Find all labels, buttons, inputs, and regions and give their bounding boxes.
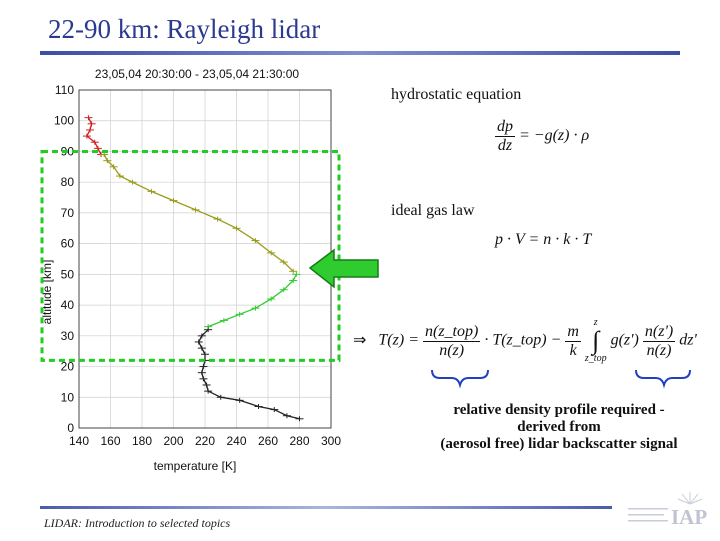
dp-dz-fraction: dp dz — [495, 118, 515, 155]
density-ratio-num: n(z_top) — [422, 322, 481, 342]
y-tick-label: 50 — [61, 267, 75, 281]
footer-text: LIDAR: Introduction to selected topics — [44, 516, 231, 530]
slide-title: 22-90 km: Rayleigh lidar — [48, 14, 321, 44]
m-over-k-fraction: m k — [565, 323, 581, 360]
brace-icon-left — [431, 369, 489, 389]
x-tick-label: 260 — [258, 434, 278, 448]
iap-logo: IAP — [624, 490, 714, 536]
integral-lower-limit: z_top — [584, 353, 607, 364]
y-tick-label: 0 — [67, 421, 74, 435]
m-num: m — [565, 322, 581, 342]
integrand-num: n(z') — [642, 322, 676, 342]
series-line-2 — [207, 274, 297, 328]
brace-icon-right — [635, 369, 691, 389]
x-axis-label: temperature [K] — [154, 459, 237, 473]
y-tick-label: 20 — [61, 360, 75, 374]
title-divider — [40, 51, 680, 55]
x-tick-label: 140 — [69, 434, 89, 448]
hydro-numerator: dp — [495, 118, 515, 137]
hydro-rhs: = −g(z) · ρ — [519, 127, 590, 145]
series-line-1 — [103, 154, 294, 272]
footer-divider — [40, 506, 612, 509]
temperature-equation: ⇒ T(z) = n(z_top) n(z) · T(z_top) − m k … — [353, 318, 697, 364]
y-tick-label: 30 — [61, 329, 75, 343]
x-tick-label: 240 — [226, 434, 246, 448]
conclusion-line-2: derived from — [517, 419, 601, 435]
conclusion-text: relative density profile required - deri… — [400, 402, 718, 453]
implies-symbol: ⇒ — [353, 331, 367, 349]
pointer-arrow-icon — [308, 248, 379, 289]
y-tick-label: 40 — [61, 298, 75, 312]
k-den: k — [569, 341, 577, 359]
t-lhs: T(z) = — [378, 331, 419, 349]
y-tick-label: 110 — [55, 83, 74, 97]
density-ratio-den: n(z) — [439, 341, 465, 359]
chart-title: 23,05,04 20:30:00 - 23,05,04 21:30:00 — [95, 67, 300, 81]
x-tick-label: 300 — [321, 434, 341, 448]
temperature-profile-chart: 23,05,04 20:30:00 - 23,05,04 21:30:00 14… — [40, 62, 342, 481]
integrand-density-fraction: n(z') n(z) — [642, 322, 676, 360]
t-g: g(z') — [610, 331, 639, 349]
ideal-gas-equation: p · V = n · k · T — [495, 231, 592, 248]
logo-text: IAP — [671, 505, 707, 529]
conclusion-line-3: (aerosol free) lidar backscatter signal — [440, 436, 678, 452]
series-layer — [82, 115, 304, 422]
hydrostatic-equation: dp dz = −g(z) · ρ — [495, 118, 589, 155]
axis-layer: 140 160 180 200 220 240 260 280 300 0 10 20 30 40 50 60… — [54, 83, 341, 448]
y-tick-label: 80 — [61, 175, 75, 189]
t-mid: · T(z_top) − — [484, 331, 562, 349]
x-tick-label: 280 — [289, 434, 309, 448]
y-tick-label: 10 — [61, 390, 75, 404]
integral-sign: z ∫ z_top — [584, 317, 607, 364]
integral-upper-limit: z — [593, 317, 598, 328]
hydro-denominator: dz — [497, 137, 513, 154]
y-tick-label: 100 — [54, 114, 74, 128]
altitude-highlight-box — [40, 149, 341, 362]
integrand-den: n(z) — [646, 341, 672, 359]
x-tick-label: 180 — [132, 434, 152, 448]
conclusion-line-1: relative density profile required - — [453, 402, 665, 418]
x-tick-label: 220 — [195, 434, 215, 448]
x-tick-label: 200 — [163, 434, 183, 448]
hydrostatic-equation-label: hydrostatic equation — [391, 86, 522, 103]
y-tick-label: 70 — [61, 206, 75, 220]
ideal-gas-law-label: ideal gas law — [391, 202, 475, 219]
density-ratio-fraction: n(z_top) n(z) — [422, 322, 481, 360]
y-tick-label: 60 — [61, 237, 75, 251]
t-dz: dz' — [679, 331, 697, 349]
x-tick-label: 160 — [100, 434, 120, 448]
chart-svg: 23,05,04 20:30:00 - 23,05,04 21:30:00 14… — [40, 67, 341, 473]
